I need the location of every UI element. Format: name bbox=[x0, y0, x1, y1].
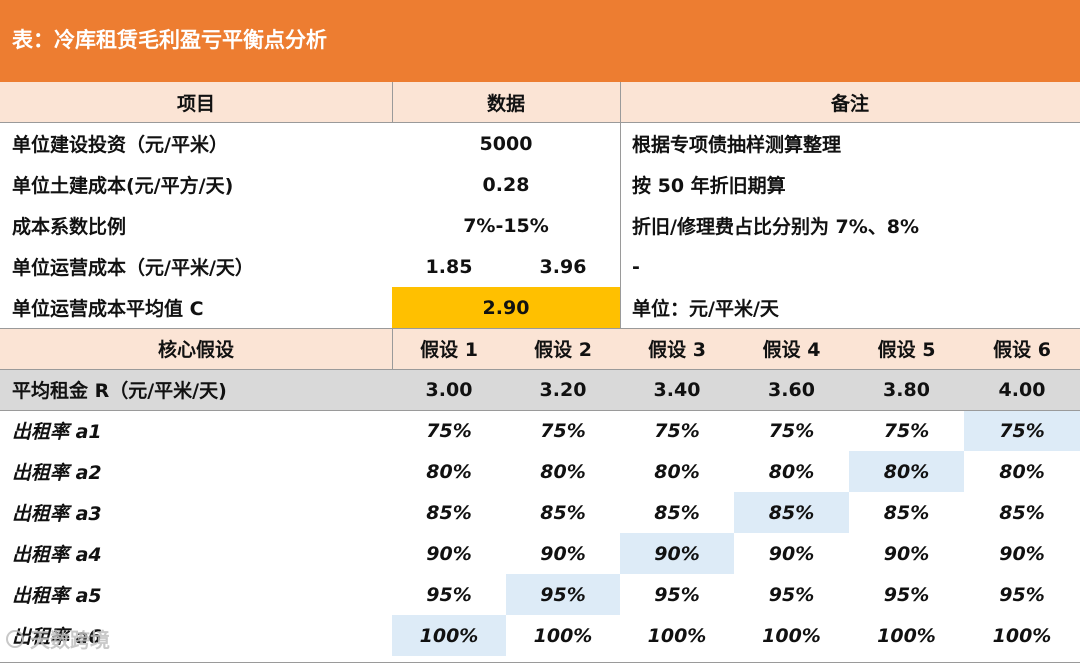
title-bar: 表：冷库租赁毛利盈亏平衡点分析 bbox=[0, 0, 1080, 80]
assumption-column-header: 假设 6 bbox=[964, 328, 1080, 369]
occupancy-row-label: 出租率 a2 bbox=[12, 462, 102, 484]
occupancy-cell: 80% bbox=[540, 460, 586, 483]
occupancy-cell: 90% bbox=[540, 542, 586, 565]
rent-value: 3.00 bbox=[392, 369, 506, 410]
header-data: 数据 bbox=[392, 82, 620, 123]
occupancy-breakeven-cell: 90% bbox=[620, 533, 734, 574]
rent-row-label: 平均租金 R（元/平米/天) bbox=[0, 369, 392, 410]
occupancy-row-label: 出租率 a5 bbox=[12, 585, 102, 607]
info-row-note: 折旧/修理费占比分别为 7%、8% bbox=[632, 216, 920, 238]
occupancy-cell: 85% bbox=[999, 501, 1045, 524]
occupancy-cell: 75% bbox=[883, 419, 930, 442]
occupancy-cell: 85% bbox=[540, 501, 586, 524]
info-row-value: 5000 bbox=[479, 132, 533, 155]
info-row-label: 单位建设投资（元/平米） bbox=[12, 134, 228, 156]
header-col-divider-1 bbox=[392, 82, 393, 123]
assumption-col-divider bbox=[392, 328, 393, 370]
occupancy-cell: 95% bbox=[654, 583, 700, 606]
rent-value: 3.60 bbox=[734, 369, 849, 410]
info-row-note: 单位：元/平米/天 bbox=[632, 298, 779, 320]
assumption-column-header: 假设 4 bbox=[734, 328, 849, 369]
rent-row-divider bbox=[0, 410, 1080, 411]
occupancy-row-label: 出租率 a1 bbox=[12, 421, 102, 443]
occupancy-breakeven-cell: 100% bbox=[392, 615, 506, 656]
rent-value: 3.80 bbox=[849, 369, 964, 410]
occupancy-cell: 95% bbox=[883, 583, 930, 606]
info-row-value: 7%-15% bbox=[463, 214, 549, 237]
header-divider bbox=[0, 122, 1080, 123]
info-row-label: 单位运营成本平均值 C bbox=[12, 298, 204, 320]
occupancy-cell: 90% bbox=[883, 542, 930, 565]
occupancy-cell: 85% bbox=[654, 501, 700, 524]
title-underline bbox=[0, 80, 1080, 82]
occupancy-cell: 95% bbox=[426, 583, 472, 606]
occupancy-cell: 90% bbox=[999, 542, 1045, 565]
occupancy-cell: 75% bbox=[540, 419, 586, 442]
occupancy-cell: 75% bbox=[654, 419, 700, 442]
occupancy-cell: 100% bbox=[647, 624, 707, 647]
info-section-divider bbox=[0, 328, 1080, 329]
occupancy-cell: 80% bbox=[426, 460, 472, 483]
assumption-column-header: 假设 3 bbox=[620, 328, 734, 369]
occupancy-cell: 80% bbox=[654, 460, 700, 483]
info-row-value: 0.28 bbox=[482, 173, 530, 196]
assumption-header-divider bbox=[0, 369, 1080, 370]
info-row-label: 成本系数比例 bbox=[12, 216, 127, 238]
occupancy-cell: 100% bbox=[533, 624, 593, 647]
occupancy-cell: 100% bbox=[762, 624, 821, 647]
occupancy-cell: 80% bbox=[768, 460, 815, 483]
info-row-note: 根据专项债抽样测算整理 bbox=[632, 134, 842, 156]
occupancy-row-label: 出租率 a3 bbox=[12, 503, 102, 525]
table-title: 表：冷库租赁毛利盈亏平衡点分析 bbox=[12, 28, 327, 52]
occupancy-breakeven-cell: 85% bbox=[734, 492, 849, 533]
watermark: 天数跨境 bbox=[6, 624, 110, 653]
occupancy-cell: 100% bbox=[992, 624, 1052, 647]
average-cost-value: 2.90 bbox=[392, 287, 620, 328]
note-col-divider bbox=[620, 82, 621, 329]
occupancy-cell: 100% bbox=[877, 624, 936, 647]
occupancy-cell: 85% bbox=[426, 501, 472, 524]
assumption-column-header: 假设 2 bbox=[506, 328, 620, 369]
occupancy-row-label: 出租率 a6 bbox=[12, 626, 102, 648]
assumption-column-header: 假设 1 bbox=[392, 328, 506, 369]
occupancy-cell: 75% bbox=[768, 419, 815, 442]
occupancy-breakeven-cell: 95% bbox=[506, 574, 620, 615]
occupancy-row-label: 出租率 a4 bbox=[12, 544, 102, 566]
watermark-logo-icon bbox=[6, 629, 24, 648]
rent-value: 4.00 bbox=[964, 369, 1080, 410]
occupancy-cell: 95% bbox=[999, 583, 1045, 606]
info-row-note: - bbox=[632, 255, 640, 278]
occupancy-cell: 75% bbox=[426, 419, 472, 442]
info-row-note: 按 50 年折旧期算 bbox=[632, 175, 786, 197]
occupancy-cell: 95% bbox=[768, 583, 815, 606]
occupancy-cell: 85% bbox=[883, 501, 930, 524]
rent-value: 3.20 bbox=[506, 369, 620, 410]
header-project: 项目 bbox=[0, 82, 392, 123]
assumption-column-header: 假设 5 bbox=[849, 328, 964, 369]
rent-value: 3.40 bbox=[620, 369, 734, 410]
info-row-label: 单位运营成本（元/平米/天） bbox=[12, 257, 254, 279]
occupancy-breakeven-cell: 75% bbox=[964, 410, 1080, 451]
info-row-value-high: 3.96 bbox=[539, 255, 587, 278]
watermark-text: 天数跨境 bbox=[30, 628, 110, 652]
occupancy-cell: 90% bbox=[768, 542, 815, 565]
occupancy-cell: 80% bbox=[999, 460, 1045, 483]
info-row-label: 单位土建成本(元/平方/天) bbox=[12, 175, 234, 197]
header-note: 备注 bbox=[620, 82, 1080, 123]
info-row-value-low: 1.85 bbox=[425, 255, 473, 278]
assumptions-header-label: 核心假设 bbox=[0, 328, 392, 369]
occupancy-cell: 90% bbox=[426, 542, 472, 565]
occupancy-breakeven-cell: 80% bbox=[849, 451, 964, 492]
